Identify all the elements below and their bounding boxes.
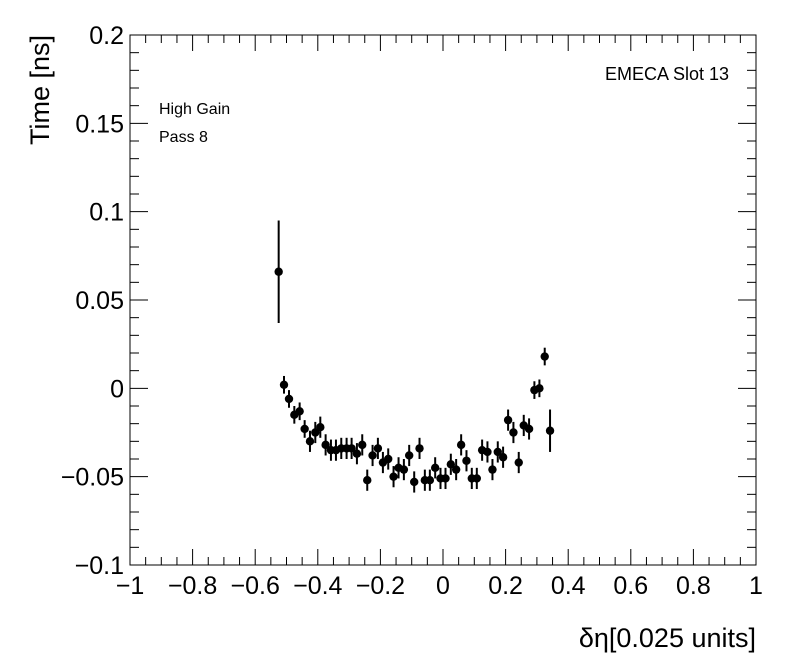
data-point bbox=[311, 428, 320, 437]
x-axis-label: δη[0.025 units] bbox=[579, 623, 756, 653]
x-tick-labels: −1 −0.8 −0.6 −0.4 −0.2 0 0.2 0.4 0.6 0.8 1 bbox=[116, 572, 763, 600]
y-tick-labels: −0.1 −0.05 0 0.05 0.1 0.15 0.2 bbox=[61, 22, 124, 580]
y-tick-label: −0.05 bbox=[61, 464, 124, 492]
y-minor-ticks bbox=[130, 34, 756, 566]
x-tick-label: 0.6 bbox=[613, 572, 648, 600]
data-point bbox=[399, 465, 409, 474]
y-tick-label: 0.1 bbox=[89, 199, 124, 227]
x-tick-label: 1 bbox=[749, 572, 763, 600]
y-axis-label: Time [ns] bbox=[25, 35, 55, 145]
data-point bbox=[488, 465, 497, 474]
data-point bbox=[451, 465, 461, 474]
x-tick-label: −0.6 bbox=[231, 572, 280, 600]
x-minor-ticks bbox=[129, 35, 757, 565]
data-point bbox=[462, 456, 471, 465]
y-tick-label: 0.2 bbox=[89, 22, 124, 50]
x-tick-label: −0.2 bbox=[356, 572, 405, 600]
x-tick-label: 0 bbox=[436, 572, 450, 600]
data-point bbox=[321, 440, 330, 450]
x-tick-label: −0.4 bbox=[293, 572, 342, 600]
data-point bbox=[493, 447, 502, 457]
data-point bbox=[410, 477, 419, 487]
data-point bbox=[509, 428, 518, 437]
data-point bbox=[279, 380, 289, 389]
y-tick-label: 0 bbox=[110, 375, 124, 403]
data-point bbox=[524, 424, 534, 434]
data-point bbox=[295, 407, 304, 416]
data-point bbox=[363, 476, 372, 485]
data-point bbox=[540, 352, 549, 361]
x-tick-label: 0.4 bbox=[551, 572, 586, 600]
data-points bbox=[274, 220, 555, 493]
data-point bbox=[472, 474, 482, 483]
annotation-gain: High Gain bbox=[159, 101, 230, 118]
data-point bbox=[389, 472, 398, 481]
data-point bbox=[483, 447, 492, 457]
data-point bbox=[404, 451, 414, 460]
data-point bbox=[300, 424, 309, 434]
x-tick-label: 0.8 bbox=[676, 572, 711, 600]
data-point bbox=[535, 384, 544, 393]
annotation-slot: EMECA Slot 13 bbox=[605, 64, 729, 84]
x-tick-label: −1 bbox=[116, 572, 145, 600]
data-point bbox=[373, 444, 383, 453]
data-point bbox=[305, 437, 315, 446]
data-point bbox=[503, 415, 513, 425]
data-point bbox=[274, 267, 283, 276]
data-point bbox=[415, 444, 424, 453]
x-tick-label: −0.8 bbox=[168, 572, 217, 600]
data-point bbox=[358, 440, 367, 450]
data-point bbox=[430, 463, 440, 473]
data-point bbox=[284, 394, 294, 404]
annotation-pass: Pass 8 bbox=[159, 129, 208, 146]
data-point bbox=[368, 451, 377, 460]
data-point bbox=[384, 454, 393, 464]
data-point bbox=[441, 474, 450, 483]
data-point bbox=[456, 440, 466, 450]
y-tick-label: 0.05 bbox=[75, 287, 124, 315]
data-point bbox=[498, 453, 508, 462]
data-point bbox=[347, 444, 356, 453]
data-point bbox=[545, 426, 555, 435]
data-point bbox=[514, 458, 523, 467]
y-tick-label: −0.1 bbox=[75, 552, 124, 580]
x-tick-label: 0.2 bbox=[488, 572, 523, 600]
data-point bbox=[352, 449, 362, 458]
data-point bbox=[446, 460, 456, 469]
data-point bbox=[425, 476, 435, 485]
data-point bbox=[316, 423, 325, 432]
y-tick-label: 0.15 bbox=[75, 110, 124, 138]
